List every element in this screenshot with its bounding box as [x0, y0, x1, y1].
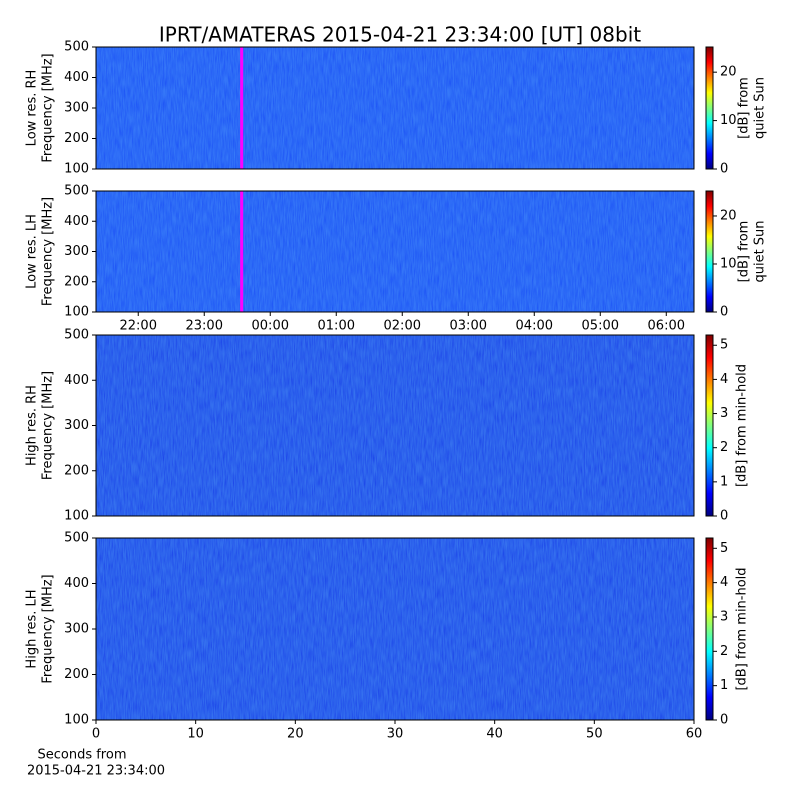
spectrogram [96, 538, 694, 720]
colorbar-label: [dB] from min-hold [735, 567, 750, 690]
x-tick-label: 05:00 [582, 319, 619, 334]
colorbar-tick-label: 0 [720, 305, 728, 320]
y-tick-label: 300 [64, 101, 89, 116]
x-axis-label: 2015-04-21 23:34:00 [27, 764, 165, 779]
x-tick-label: 50 [586, 727, 603, 742]
x-tick-label: 01:00 [318, 319, 355, 334]
colorbar-tick-label: 5 [720, 541, 728, 556]
y-tick-label: 400 [64, 70, 89, 85]
colorbar-tick-label: 1 [720, 678, 728, 693]
colorbar-tick-label: 10 [720, 256, 737, 271]
colorbar-tick-label: 10 [720, 113, 737, 128]
y-axis-label: Frequency [MHz] [41, 574, 56, 683]
colorbar-tick-label: 0 [720, 162, 728, 177]
y-tick-label: 500 [64, 328, 89, 343]
y-tick-label: 500 [64, 40, 89, 55]
colorbar-tick-label: 3 [720, 609, 728, 624]
x-tick-label: 03:00 [450, 319, 487, 334]
colorbar-label: quiet Sun [753, 77, 768, 139]
y-tick-label: 100 [64, 509, 89, 524]
colorbar-tick-label: 4 [720, 372, 728, 387]
colorbar-label: [dB] from min-hold [735, 364, 750, 487]
x-axis-label: Seconds from [37, 748, 126, 763]
y-tick-label: 200 [64, 131, 89, 146]
x-tick-label: 06:00 [648, 319, 685, 334]
y-tick-label: 100 [64, 305, 89, 320]
y-axis-label: Low res. LH [25, 214, 40, 289]
x-tick-label: 0 [92, 727, 100, 742]
y-axis-label: Frequency [MHz] [41, 53, 56, 162]
chart-title: IPRT/AMATERAS 2015-04-21 23:34:00 [UT] 0… [159, 23, 641, 47]
x-tick-label: 23:00 [186, 319, 223, 334]
y-tick-label: 200 [64, 463, 89, 478]
y-tick-label: 100 [64, 713, 89, 728]
y-axis-label: High res. LH [25, 589, 40, 668]
colorbar [705, 46, 714, 170]
colorbar-label: [dB] from [737, 77, 752, 139]
y-tick-label: 300 [64, 622, 89, 637]
y-axis-label: Frequency [MHz] [41, 197, 56, 306]
x-tick-label: 02:00 [384, 319, 421, 334]
y-axis-label: Low res. RH [25, 70, 40, 147]
colorbar-tick-label: 1 [720, 474, 728, 489]
y-tick-label: 500 [64, 184, 89, 199]
colorbar-tick-label: 20 [720, 208, 737, 223]
y-tick-label: 100 [64, 162, 89, 177]
colorbar-tick-label: 2 [720, 644, 728, 659]
colorbar-tick-label: 4 [720, 575, 728, 590]
colorbar-tick-label: 0 [720, 509, 728, 524]
colorbar-tick-label: 2 [720, 440, 728, 455]
colorbar [705, 537, 714, 721]
colorbar-tick-label: 3 [720, 406, 728, 421]
x-tick-label: 40 [486, 727, 503, 742]
y-tick-label: 400 [64, 214, 89, 229]
y-tick-label: 300 [64, 244, 89, 259]
y-tick-label: 500 [64, 531, 89, 546]
spectrogram [96, 335, 694, 516]
colorbar-tick-label: 0 [720, 713, 728, 728]
x-tick-label: 60 [686, 727, 703, 742]
spectrogram [96, 47, 694, 169]
x-tick-label: 04:00 [516, 319, 553, 334]
colorbar-tick-label: 5 [720, 338, 728, 353]
colorbar-label: quiet Sun [753, 220, 768, 282]
y-tick-label: 300 [64, 418, 89, 433]
y-tick-label: 400 [64, 373, 89, 388]
x-tick-label: 30 [387, 727, 404, 742]
colorbar [705, 334, 714, 517]
colorbar-label: [dB] from [737, 221, 752, 283]
y-tick-label: 200 [64, 274, 89, 289]
x-tick-label: 20 [287, 727, 304, 742]
spectrogram [96, 191, 694, 312]
colorbar [705, 190, 714, 313]
x-tick-label: 00:00 [252, 319, 289, 334]
y-axis-label: High res. RH [25, 385, 40, 466]
x-tick-label: 22:00 [120, 319, 157, 334]
y-tick-label: 200 [64, 667, 89, 682]
y-axis-label: Frequency [MHz] [41, 371, 56, 480]
y-tick-label: 400 [64, 576, 89, 591]
colorbar-tick-label: 20 [720, 65, 737, 80]
x-tick-label: 10 [187, 727, 204, 742]
